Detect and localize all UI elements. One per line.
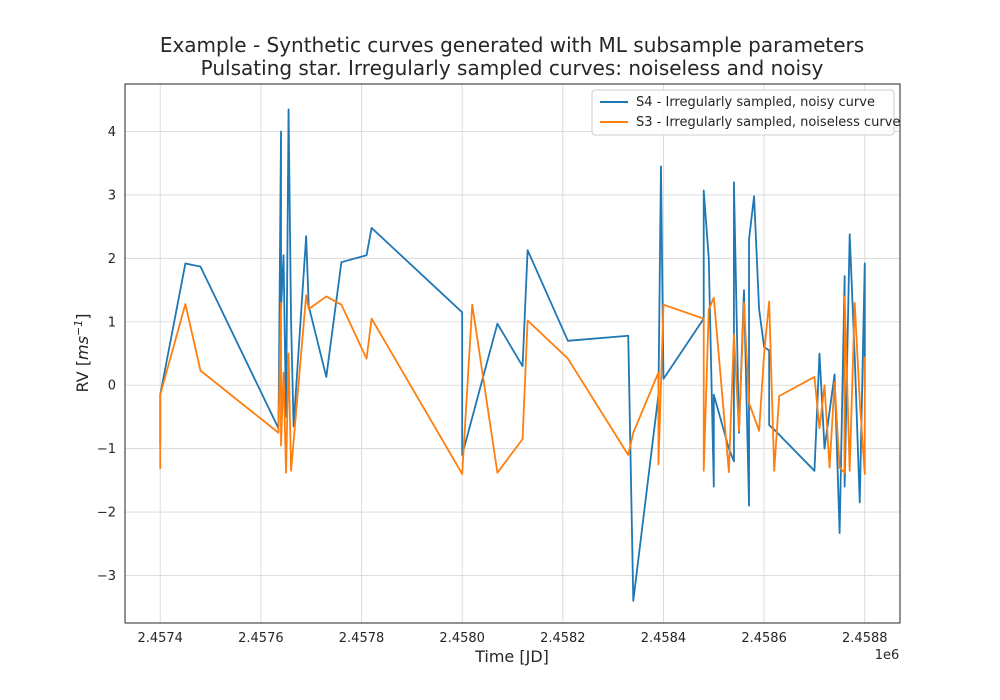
x-tick-label: 2.4578	[339, 631, 385, 646]
x-tick-label: 2.4584	[641, 631, 687, 646]
legend-label-s3: S3 - Irregularly sampled, noiseless curv…	[636, 115, 900, 130]
y-tick-label: −2	[97, 506, 116, 521]
x-offset-label: 1e6	[875, 648, 900, 663]
y-axis-label-unit: ms	[73, 336, 92, 360]
x-tick-labels: 2.4574 2.4576 2.4578 2.4580 2.4582 2.4584 2.45…	[137, 631, 887, 646]
y-axis-label-main: RV [	[73, 360, 92, 393]
y-axis-label-exponent: −1	[72, 320, 85, 336]
chart-title-line-2: Pulsating star. Irregularly sampled curv…	[201, 56, 824, 80]
x-tick-label: 2.4586	[741, 631, 787, 646]
y-tick-label: 1	[108, 315, 116, 330]
x-axis-label: Time [JD]	[474, 647, 549, 666]
x-tick-label: 2.4574	[137, 631, 183, 646]
legend: S4 - Irregularly sampled, noisy curve S3…	[591, 89, 900, 136]
y-axis-label: RV [ms−1]	[72, 314, 92, 393]
y-tick-label: 0	[108, 379, 116, 394]
legend-label-s4: S4 - Irregularly sampled, noisy curve	[636, 95, 875, 110]
chart-title-line-1: Example - Synthetic curves generated wit…	[160, 33, 864, 57]
y-tick-labels: −3 −2 −1 0 1 2 3 4	[97, 125, 116, 584]
plot-series	[159, 108, 866, 602]
y-tick-label: −1	[97, 442, 116, 457]
y-axis-label-close: ]	[73, 314, 92, 320]
grid	[125, 84, 900, 623]
series-line-s3-noiseless	[159, 294, 866, 475]
x-tick-label: 2.4588	[842, 631, 888, 646]
y-tick-label: 3	[108, 188, 116, 203]
x-tick-label: 2.4582	[540, 631, 586, 646]
legend-box	[591, 89, 895, 136]
y-tick-label: −3	[97, 569, 116, 584]
y-tick-label: 4	[108, 125, 116, 140]
x-tick-label: 2.4580	[439, 631, 485, 646]
x-tick-label: 2.4576	[238, 631, 284, 646]
y-tick-label: 2	[108, 252, 116, 267]
plot-frame	[124, 83, 901, 624]
